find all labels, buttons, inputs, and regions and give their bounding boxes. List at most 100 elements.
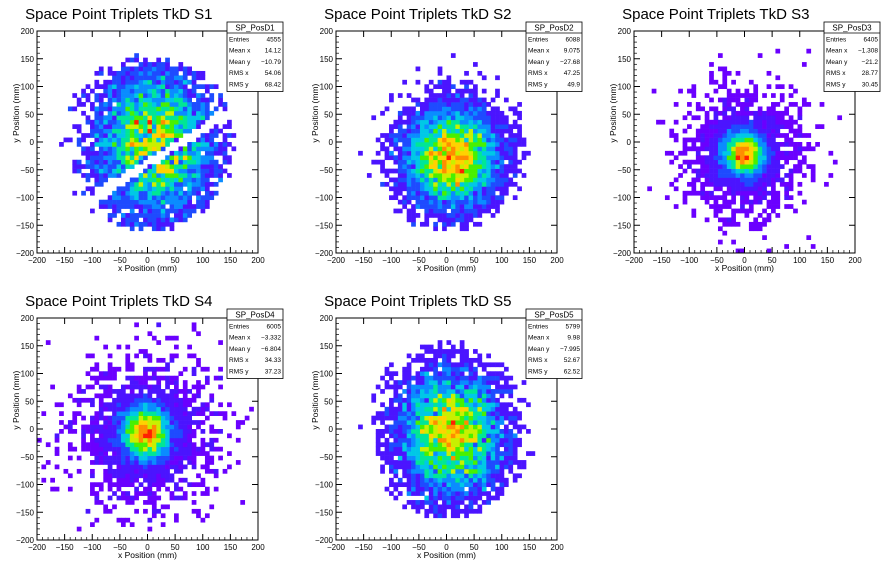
histogram-bin: [143, 433, 148, 439]
histogram-bin: [178, 204, 184, 209]
histogram-bin: [94, 84, 100, 90]
histogram-bin: [67, 393, 73, 399]
histogram-bin: [174, 186, 179, 192]
histogram-bin: [143, 106, 148, 112]
histogram-bin: [473, 380, 478, 385]
histogram-bin: [187, 402, 192, 408]
histogram-bin: [673, 204, 679, 209]
histogram-bin: [196, 173, 201, 178]
histogram-bin: [797, 133, 803, 138]
histogram-bin: [160, 366, 166, 372]
x-tick-label: −50: [710, 256, 724, 265]
histogram-bin: [473, 442, 478, 448]
histogram-bin: [740, 208, 745, 214]
histogram-bin: [182, 66, 188, 72]
histogram-bin: [450, 384, 456, 390]
histogram-bin: [81, 93, 86, 98]
histogram-bin: [464, 106, 469, 112]
histogram-bin: [406, 371, 412, 377]
histogram-bin: [94, 517, 100, 523]
histogram-bin: [112, 437, 117, 443]
stats-row-label: Entries: [528, 323, 549, 330]
histogram-bin: [731, 146, 736, 152]
histogram-bin: [147, 79, 153, 85]
histogram-bin: [147, 137, 153, 143]
histogram-bin: [477, 411, 483, 416]
histogram-bin: [495, 389, 500, 394]
histogram-bin: [196, 473, 201, 479]
histogram-bin: [112, 79, 117, 85]
histogram-bin: [459, 181, 465, 187]
histogram-bin: [788, 181, 794, 187]
histogram-bin: [178, 128, 184, 134]
histogram-bin: [156, 164, 162, 169]
histogram-bin: [182, 93, 188, 98]
histogram-bin: [147, 468, 153, 474]
histogram-bin: [415, 429, 421, 434]
histogram-bin: [156, 133, 162, 138]
histogram-bin: [165, 79, 170, 85]
histogram-bin: [468, 199, 474, 205]
histogram-bin: [120, 128, 126, 134]
histogram-bin: [81, 442, 86, 448]
histogram-bin: [512, 411, 518, 416]
histogram-bin: [415, 424, 421, 430]
histogram-bin: [775, 124, 781, 129]
histogram-bin: [455, 442, 461, 448]
histogram-bin: [393, 482, 399, 488]
x-tick-label: 150: [523, 543, 537, 552]
histogram-bin: [424, 508, 430, 514]
histogram-bin: [490, 142, 496, 147]
histogram-bin: [437, 70, 443, 76]
histogram-bin: [393, 495, 399, 501]
histogram-bin: [196, 70, 201, 76]
histogram-bin: [731, 177, 736, 183]
histogram-bin: [393, 371, 399, 377]
histogram-bin: [120, 106, 126, 112]
histogram-bin: [450, 190, 456, 196]
histogram-bin: [695, 106, 701, 112]
histogram-bin: [473, 393, 478, 399]
histogram-bin: [90, 173, 95, 178]
histogram-bin: [446, 137, 452, 143]
histogram-bin: [495, 415, 500, 421]
histogram-bin: [450, 133, 456, 138]
histogram-bin: [473, 199, 478, 205]
histogram-bin: [200, 406, 206, 412]
histogram-bin: [174, 106, 179, 112]
histogram-bin: [731, 137, 736, 143]
histogram-bin: [112, 124, 117, 129]
histogram-bin: [437, 482, 443, 488]
histogram-bin: [508, 411, 514, 416]
histogram-bin: [94, 393, 100, 399]
histogram-bin: [473, 402, 478, 408]
histogram-bin: [464, 513, 469, 519]
histogram-bin: [450, 128, 456, 134]
histogram-bin: [182, 190, 188, 196]
stats-row-label: RMS y: [826, 82, 846, 89]
histogram-bin: [757, 115, 763, 121]
histogram-bin: [160, 513, 166, 519]
histogram-bin: [415, 491, 421, 496]
histogram-bin: [450, 173, 456, 178]
histogram-bin: [103, 455, 109, 461]
histogram-bin: [748, 142, 754, 147]
histogram-bin: [160, 75, 166, 81]
histogram-bin: [90, 159, 95, 165]
histogram-bin: [442, 362, 447, 368]
stats-row-value: 5799: [566, 323, 581, 330]
histogram-bin: [428, 173, 434, 178]
histogram-bin: [419, 366, 425, 372]
histogram-bin: [389, 168, 394, 174]
histogram-bin: [731, 142, 736, 147]
histogram-bin: [464, 213, 469, 218]
histogram-bin: [129, 433, 135, 439]
stats-row-value: 52.67: [564, 357, 581, 364]
histogram-bin: [468, 486, 474, 492]
histogram-bin: [744, 124, 750, 129]
stats-row-label: Entries: [229, 323, 250, 330]
histogram-bin: [397, 380, 403, 385]
histogram-bin: [481, 486, 487, 492]
